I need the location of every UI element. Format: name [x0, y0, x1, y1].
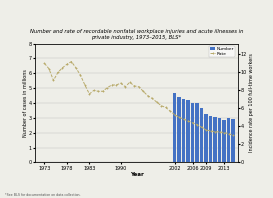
Rate [124, 86, 127, 88]
Bar [213, 117, 217, 162]
Bar [204, 114, 208, 162]
Bar [195, 103, 199, 162]
Rate [186, 120, 190, 122]
Rate [65, 63, 69, 66]
Line: Rate: Rate [44, 61, 234, 136]
Rate [182, 118, 185, 120]
Bar [173, 92, 176, 162]
Rate [218, 130, 221, 133]
Rate [168, 110, 172, 112]
Bar [186, 100, 190, 162]
Rate [92, 89, 96, 91]
Rate [52, 79, 55, 82]
Rate [151, 97, 154, 100]
Rate [110, 84, 114, 86]
Y-axis label: Incidence rate per 100 full-time workers: Incidence rate per 100 full-time workers [249, 53, 254, 152]
Rate [61, 67, 64, 69]
Rate [97, 90, 100, 92]
Rate [209, 130, 212, 132]
Rate [43, 62, 46, 65]
Bar [227, 118, 230, 162]
Bar [218, 118, 221, 162]
X-axis label: Year: Year [130, 172, 143, 177]
Rate [155, 101, 158, 103]
Rate [232, 134, 235, 137]
Legend: Number, Rate: Number, Rate [209, 46, 235, 57]
Bar [182, 99, 185, 162]
Bar [209, 116, 212, 162]
Bar [200, 108, 203, 162]
Text: *See BLS for documentation on data collection.: *See BLS for documentation on data colle… [5, 193, 81, 197]
Rate [74, 67, 78, 69]
Rate [115, 84, 118, 86]
Rate [106, 87, 109, 89]
Bar [222, 120, 226, 162]
Rate [177, 116, 181, 119]
Rate [164, 106, 167, 109]
Rate [137, 86, 140, 88]
Rate [173, 113, 176, 116]
Rate [101, 90, 105, 92]
Rate [133, 85, 136, 87]
Rate [70, 60, 73, 63]
Rate [204, 129, 208, 131]
Rate [200, 126, 203, 129]
Rate [56, 71, 60, 73]
Rate [119, 82, 122, 84]
Bar [177, 97, 181, 162]
Rate [128, 81, 131, 83]
Title: Number and rate of recordable nonfatal workplace injuries and acute illnesses in: Number and rate of recordable nonfatal w… [30, 29, 243, 40]
Rate [79, 74, 82, 76]
Rate [146, 95, 149, 97]
Rate [195, 123, 199, 126]
Rate [222, 131, 226, 134]
Rate [142, 90, 145, 92]
Rate [227, 132, 230, 135]
Rate [47, 68, 51, 70]
Bar [191, 103, 194, 162]
Rate [83, 84, 87, 86]
Bar [231, 119, 235, 162]
Rate [159, 105, 163, 107]
Rate [88, 93, 91, 95]
Rate [213, 130, 217, 133]
Rate [191, 122, 194, 124]
Y-axis label: Number of cases in millions: Number of cases in millions [22, 69, 28, 137]
